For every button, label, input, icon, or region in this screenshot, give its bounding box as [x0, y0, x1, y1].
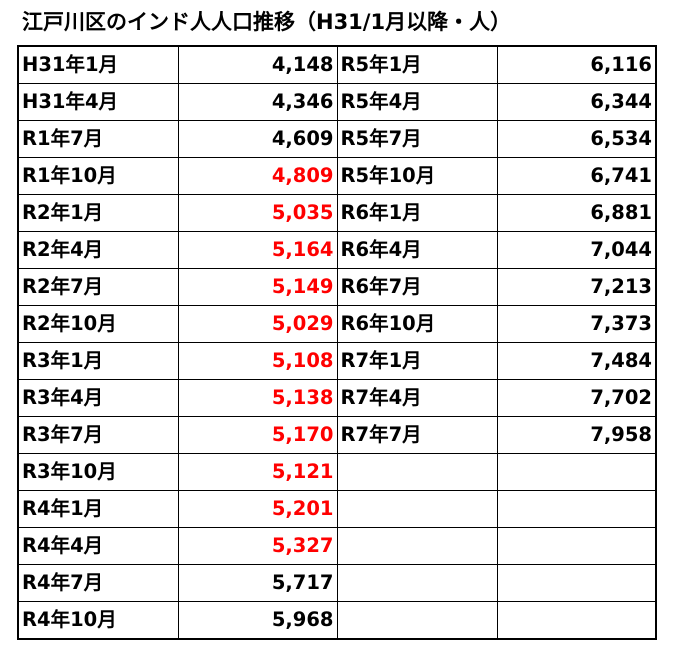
population-value-right: 7,702 [496, 379, 657, 417]
table-row: R2年7月 5,149 R6年7月 7,213 [17, 268, 657, 306]
period-label-right: R6年1月 [336, 194, 498, 232]
period-label-right [336, 527, 498, 565]
population-value-left: 5,201 [177, 490, 338, 528]
period-label-left: R4年10月 [17, 601, 179, 640]
period-label-right: R6年10月 [336, 305, 498, 343]
period-label-left: R2年1月 [17, 194, 179, 232]
period-label-left: R2年10月 [17, 305, 179, 343]
period-label-left: R4年7月 [17, 564, 179, 602]
table-row: R2年1月 5,035 R6年1月 6,881 [17, 194, 657, 232]
period-label-left: R3年10月 [17, 453, 179, 491]
population-value-right: 7,958 [496, 416, 657, 454]
population-value-right: 7,484 [496, 342, 657, 380]
period-label-right [336, 490, 498, 528]
population-value-right: 7,044 [496, 231, 657, 269]
period-label-left: R4年4月 [17, 527, 179, 565]
period-label-right: R7年4月 [336, 379, 498, 417]
population-value-right [496, 453, 657, 491]
population-value-left: 5,029 [177, 305, 338, 343]
table-row: R3年1月 5,108 R7年1月 7,484 [17, 342, 657, 380]
period-label-right: R7年1月 [336, 342, 498, 380]
population-value-right: 6,881 [496, 194, 657, 232]
period-label-right: R5年10月 [336, 157, 498, 195]
population-value-right: 6,344 [496, 83, 657, 121]
period-label-right: R5年1月 [336, 45, 498, 84]
population-value-left: 5,968 [177, 601, 338, 640]
period-label-right [336, 564, 498, 602]
population-value-left: 4,148 [177, 45, 338, 84]
period-label-right: R6年7月 [336, 268, 498, 306]
population-value-left: 5,138 [177, 379, 338, 417]
population-value-left: 4,809 [177, 157, 338, 195]
period-label-right [336, 453, 498, 491]
population-value-right [496, 490, 657, 528]
population-value-left: 5,717 [177, 564, 338, 602]
period-label-left: H31年1月 [17, 45, 179, 84]
table-row: R4年4月 5,327 [17, 527, 657, 565]
population-value-right [496, 527, 657, 565]
table-row: R4年10月 5,968 [17, 601, 657, 640]
table-row: R4年1月 5,201 [17, 490, 657, 528]
period-label-right [336, 601, 498, 640]
period-label-right: R5年7月 [336, 120, 498, 158]
population-value-right [496, 564, 657, 602]
table-row: R1年10月 4,809 R5年10月 6,741 [17, 157, 657, 195]
period-label-left: R1年7月 [17, 120, 179, 158]
population-value-right: 6,116 [496, 45, 657, 84]
period-label-right: R7年7月 [336, 416, 498, 454]
population-value-left: 5,149 [177, 268, 338, 306]
period-label-left: R2年7月 [17, 268, 179, 306]
population-value-right: 7,213 [496, 268, 657, 306]
table-body: H31年1月 4,148 R5年1月 6,116 H31年4月 4,346 R5年4月 6,3… [17, 45, 657, 640]
period-label-left: R3年1月 [17, 342, 179, 380]
table-row: R4年7月 5,717 [17, 564, 657, 602]
page-title: 江戸川区のインド人人口推移（H31/1月以降・人） [22, 10, 512, 34]
table-row: H31年1月 4,148 R5年1月 6,116 [17, 45, 657, 84]
population-value-left: 5,035 [177, 194, 338, 232]
period-label-left: R3年7月 [17, 416, 179, 454]
population-value-left: 4,609 [177, 120, 338, 158]
period-label-left: R1年10月 [17, 157, 179, 195]
population-value-left: 5,170 [177, 416, 338, 454]
population-table: H31年1月 4,148 R5年1月 6,116 H31年4月 4,346 R5年4月 6,3… [17, 45, 657, 640]
population-value-left: 4,346 [177, 83, 338, 121]
table-row: R3年7月 5,170 R7年7月 7,958 [17, 416, 657, 454]
table-row: H31年4月 4,346 R5年4月 6,344 [17, 83, 657, 121]
population-value-right: 7,373 [496, 305, 657, 343]
table-row: R2年4月 5,164 R6年4月 7,044 [17, 231, 657, 269]
period-label-left: H31年4月 [17, 83, 179, 121]
period-label-right: R5年4月 [336, 83, 498, 121]
population-value-left: 5,108 [177, 342, 338, 380]
population-value-right [496, 601, 657, 640]
table-row: R3年10月 5,121 [17, 453, 657, 491]
period-label-right: R6年4月 [336, 231, 498, 269]
population-value-left: 5,121 [177, 453, 338, 491]
population-value-left: 5,164 [177, 231, 338, 269]
population-value-right: 6,741 [496, 157, 657, 195]
population-value-right: 6,534 [496, 120, 657, 158]
period-label-left: R4年1月 [17, 490, 179, 528]
population-value-left: 5,327 [177, 527, 338, 565]
period-label-left: R3年4月 [17, 379, 179, 417]
table-row: R3年4月 5,138 R7年4月 7,702 [17, 379, 657, 417]
period-label-left: R2年4月 [17, 231, 179, 269]
table-row: R2年10月 5,029 R6年10月 7,373 [17, 305, 657, 343]
table-row: R1年7月 4,609 R5年7月 6,534 [17, 120, 657, 158]
